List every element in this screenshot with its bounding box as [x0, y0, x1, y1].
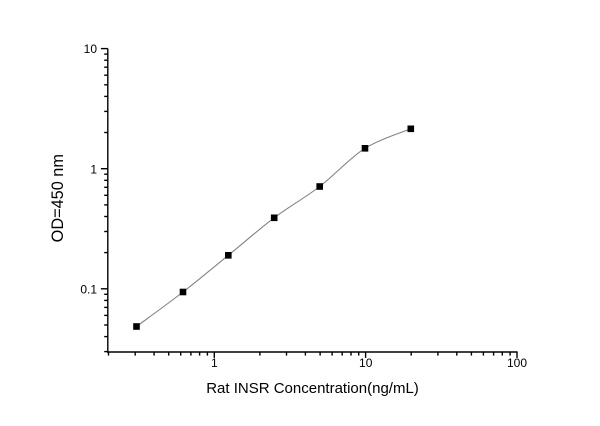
svg-text:10: 10	[359, 356, 373, 370]
svg-text:1: 1	[90, 163, 97, 177]
svg-text:10: 10	[84, 42, 98, 56]
svg-text:1: 1	[211, 356, 218, 370]
svg-text:Rat INSR Concentration(ng/mL): Rat INSR Concentration(ng/mL)	[206, 380, 419, 397]
svg-text:OD=450 nm: OD=450 nm	[49, 154, 67, 242]
svg-text:100: 100	[507, 356, 527, 370]
svg-text:0.1: 0.1	[80, 283, 97, 297]
